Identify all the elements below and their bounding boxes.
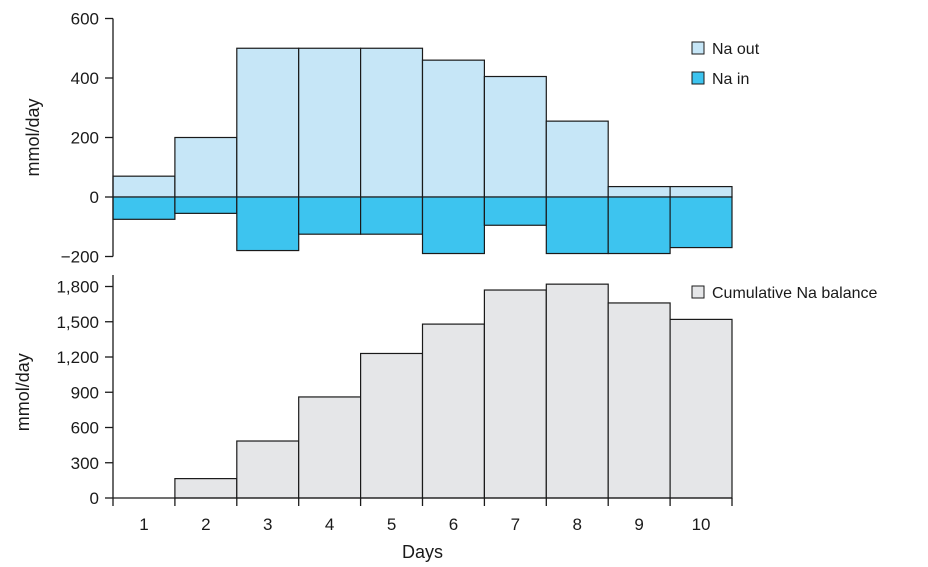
bottom-y-tick-label: 600 <box>71 419 99 438</box>
bar-na-out-day-9 <box>607 185 671 198</box>
bar-cumulative-day-3 <box>236 440 300 499</box>
bar-na-in-day-4 <box>298 196 362 235</box>
x-axis-title: Days <box>402 542 443 562</box>
bar-na-in-day-8 <box>545 196 609 255</box>
bar-cumulative-day-6 <box>421 323 486 499</box>
bar-cumulative-day-7 <box>483 289 547 499</box>
bar-cumulative-day-8 <box>545 283 609 499</box>
x-tick-label-10: 10 <box>692 515 711 534</box>
top-y-tick-label: −200 <box>61 248 99 267</box>
bar-na-in-day-3 <box>236 196 300 252</box>
bar-na-in-day-2 <box>174 196 238 214</box>
top-y-tick-label: 600 <box>71 10 99 29</box>
x-tick-label-4: 4 <box>325 515 334 534</box>
bar-na-in-day-6 <box>421 196 486 255</box>
bottom-y-tick-label: 900 <box>71 383 99 402</box>
bar-cumulative-day-5 <box>360 352 424 499</box>
x-tick-label-9: 9 <box>634 515 643 534</box>
bar-na-out-day-2 <box>174 136 238 198</box>
legend-label-cumulative: Cumulative Na balance <box>712 285 878 302</box>
x-tick-label-8: 8 <box>573 515 582 534</box>
bar-na-out-day-8 <box>545 120 609 198</box>
x-tick-label-1: 1 <box>139 515 148 534</box>
top-y-tick-label: 0 <box>90 188 99 207</box>
legend-label-na-in: Na in <box>712 71 749 88</box>
bar-na-out-day-1 <box>112 175 176 198</box>
legend-label-na-out: Na out <box>712 41 760 58</box>
legend-swatch-na-out <box>691 41 705 55</box>
bar-na-out-day-5 <box>360 47 424 198</box>
top-y-axis-title: mmol/day <box>23 98 43 176</box>
bar-na-in-day-10 <box>669 196 733 249</box>
bottom-y-tick-label: 1,800 <box>56 278 99 297</box>
bottom-panel: 1,800 1,500 1,200 900 600 300 0 mmol/day 1 2 3 4 5 6 7… <box>13 275 878 562</box>
x-tick-label-7: 7 <box>511 515 520 534</box>
bar-na-out-day-3 <box>236 47 300 198</box>
bottom-y-tick-label: 0 <box>90 489 99 508</box>
x-tick-label-5: 5 <box>387 515 396 534</box>
bottom-y-axis-title: mmol/day <box>13 353 33 431</box>
bar-cumulative-day-2 <box>174 478 238 499</box>
bar-na-in-day-7 <box>483 196 547 226</box>
bar-na-out-day-4 <box>298 47 362 198</box>
bar-na-out-day-7 <box>483 75 547 198</box>
legend-swatch-cumulative <box>691 285 705 299</box>
top-y-tick-label: 400 <box>71 69 99 88</box>
legend-swatch-na-in <box>691 71 705 85</box>
bar-na-in-day-5 <box>360 196 424 235</box>
bar-na-out-day-6 <box>421 59 486 198</box>
top-panel: 600 400 200 0 −200 mmol/day Na out Na in <box>23 10 760 267</box>
bar-na-out-day-10 <box>669 185 733 198</box>
x-tick-label-3: 3 <box>263 515 272 534</box>
bar-na-in-day-1 <box>112 196 176 220</box>
bar-cumulative-day-10 <box>669 318 733 499</box>
x-tick-label-2: 2 <box>201 515 210 534</box>
bottom-y-tick-label: 300 <box>71 454 99 473</box>
bar-cumulative-day-4 <box>298 396 362 499</box>
bar-cumulative-day-9 <box>607 302 671 499</box>
top-y-tick-label: 200 <box>71 129 99 148</box>
bar-na-in-day-9 <box>607 196 671 255</box>
bottom-y-tick-label: 1,500 <box>56 313 99 332</box>
x-tick-label-6: 6 <box>449 515 458 534</box>
bottom-y-tick-label: 1,200 <box>56 348 99 367</box>
